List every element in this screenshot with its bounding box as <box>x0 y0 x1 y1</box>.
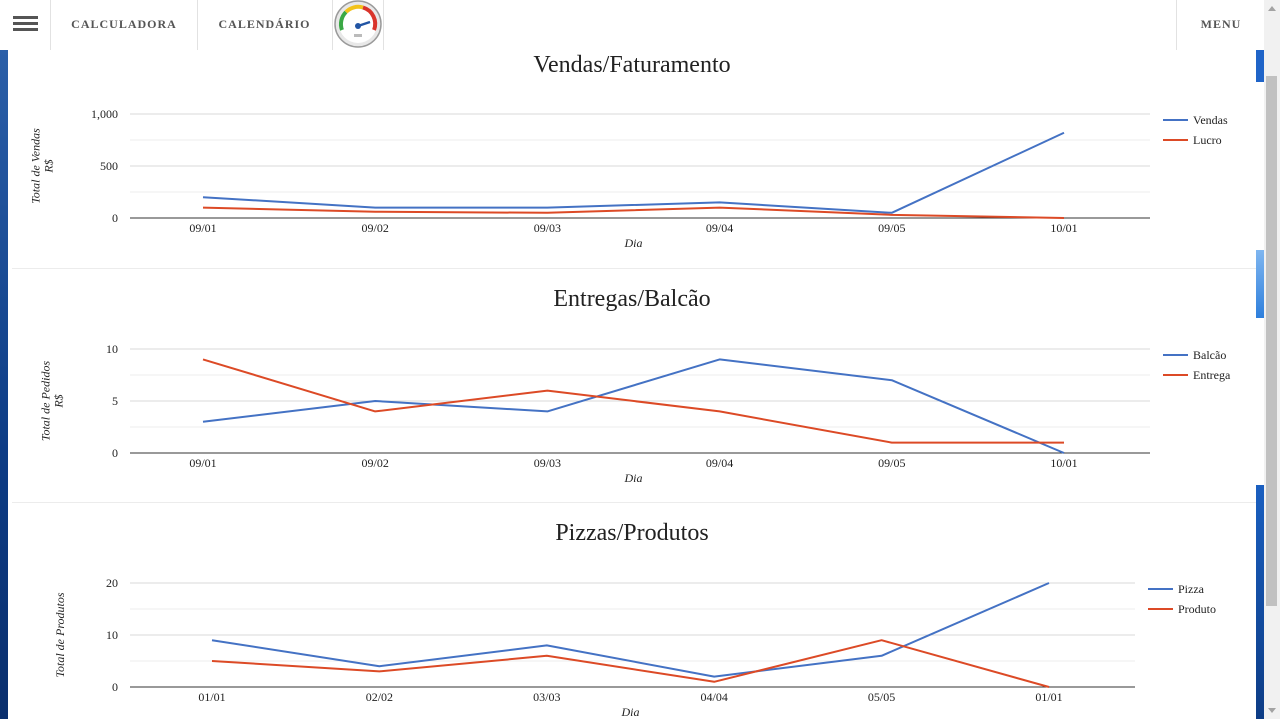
chart-title: Vendas/Faturamento <box>12 52 1252 79</box>
x-tick-label: 05/05 <box>868 690 895 704</box>
speedometer-logo-icon[interactable] <box>332 0 384 50</box>
y-tick-label: 10 <box>106 628 118 642</box>
x-tick-label: 10/01 <box>1050 456 1077 470</box>
x-tick-label: 09/01 <box>189 221 216 235</box>
x-tick-label: 09/05 <box>878 221 905 235</box>
y-tick-label: 0 <box>112 680 118 694</box>
nav-menu[interactable]: MENU <box>1176 0 1265 50</box>
x-tick-label: 09/01 <box>189 456 216 470</box>
series-line-lucro <box>203 208 1064 218</box>
right-edge-segment <box>1256 50 1264 82</box>
y-axis-label: Total de Pedidos <box>39 361 53 442</box>
legend-label: Entrega <box>1193 368 1231 382</box>
y-tick-label: 500 <box>100 159 118 173</box>
series-line-vendas <box>203 133 1064 213</box>
x-tick-label: 09/03 <box>534 456 561 470</box>
y-axis-label: Total de Produtos <box>53 592 67 677</box>
right-edge-segment <box>1256 250 1264 318</box>
vertical-scrollbar[interactable] <box>1264 0 1280 719</box>
y-axis-label: R$ <box>42 159 56 173</box>
chart-pizzas-produtos: 0 10 20 01/01 02/02 03/03 04/04 05/05 01/01 Dia To… <box>12 518 1256 719</box>
legend-label: Vendas <box>1193 113 1228 127</box>
x-tick-label: 10/01 <box>1050 221 1077 235</box>
series-line-produto <box>212 640 1049 687</box>
chart-vendas-faturamento: 0 500 1,000 09/01 09/02 09/03 09/04 09/05 10/01 D… <box>12 50 1256 268</box>
chart-title: Entregas/Balcão <box>12 286 1252 313</box>
x-tick-label: 09/02 <box>362 456 389 470</box>
x-tick-label: 03/03 <box>533 690 560 704</box>
scroll-up-arrow-icon[interactable] <box>1268 6 1276 11</box>
scroll-down-arrow-icon[interactable] <box>1268 708 1276 713</box>
left-blue-edge <box>0 50 8 719</box>
x-tick-label: 01/01 <box>198 690 225 704</box>
section-divider <box>12 268 1256 269</box>
legend-label: Produto <box>1178 602 1216 616</box>
top-navigation-bar: CALCULADORA CALENDÁRIO MENU <box>0 0 1264 50</box>
y-tick-label: 0 <box>112 446 118 460</box>
section-divider <box>12 502 1256 503</box>
series-line-pizza <box>212 583 1049 677</box>
chart-section-vendas: Vendas/Faturamento 0 500 1,000 09/01 09/02 09… <box>12 50 1256 268</box>
scroll-thumb[interactable] <box>1266 76 1277 606</box>
right-blue-edge <box>1256 0 1264 719</box>
x-tick-label: 09/04 <box>706 221 733 235</box>
y-axis-label: R$ <box>52 394 66 408</box>
series-line-balcão <box>203 359 1064 453</box>
legend-label: Lucro <box>1193 133 1222 147</box>
y-tick-label: 20 <box>106 576 118 590</box>
x-axis-label: Dia <box>624 471 643 485</box>
y-axis-label: Total de Vendas <box>29 128 43 204</box>
x-tick-label: 02/02 <box>366 690 393 704</box>
y-tick-label: 0 <box>112 211 118 225</box>
legend-label: Pizza <box>1178 582 1205 596</box>
x-tick-label: 09/05 <box>878 456 905 470</box>
chart-section-pizzas: Pizzas/Produtos 0 10 20 01/01 02/02 03/03 04/0… <box>12 518 1256 719</box>
hamburger-menu-icon[interactable] <box>0 0 51 50</box>
y-tick-label: 5 <box>112 394 118 408</box>
legend-label: Balcão <box>1193 348 1226 362</box>
y-tick-label: 10 <box>106 342 118 356</box>
nav-calculadora[interactable]: CALCULADORA <box>51 0 198 50</box>
chart-entregas-balcao: 0 5 10 09/01 09/02 09/03 09/04 09/05 10/01 Dia Tot… <box>12 284 1256 502</box>
x-tick-label: 04/04 <box>701 690 728 704</box>
chart-title: Pizzas/Produtos <box>12 520 1252 547</box>
x-axis-label: Dia <box>621 705 640 719</box>
x-tick-label: 09/03 <box>534 221 561 235</box>
x-axis-label: Dia <box>624 236 643 250</box>
x-tick-label: 09/04 <box>706 456 733 470</box>
chart-section-entregas: Entregas/Balcão 0 5 10 09/01 09/02 09/03 09/04… <box>12 284 1256 502</box>
nav-calendario[interactable]: CALENDÁRIO <box>198 0 331 50</box>
y-tick-label: 1,000 <box>91 107 118 121</box>
right-edge-segment <box>1256 485 1264 719</box>
x-tick-label: 01/01 <box>1035 690 1062 704</box>
x-tick-label: 09/02 <box>362 221 389 235</box>
